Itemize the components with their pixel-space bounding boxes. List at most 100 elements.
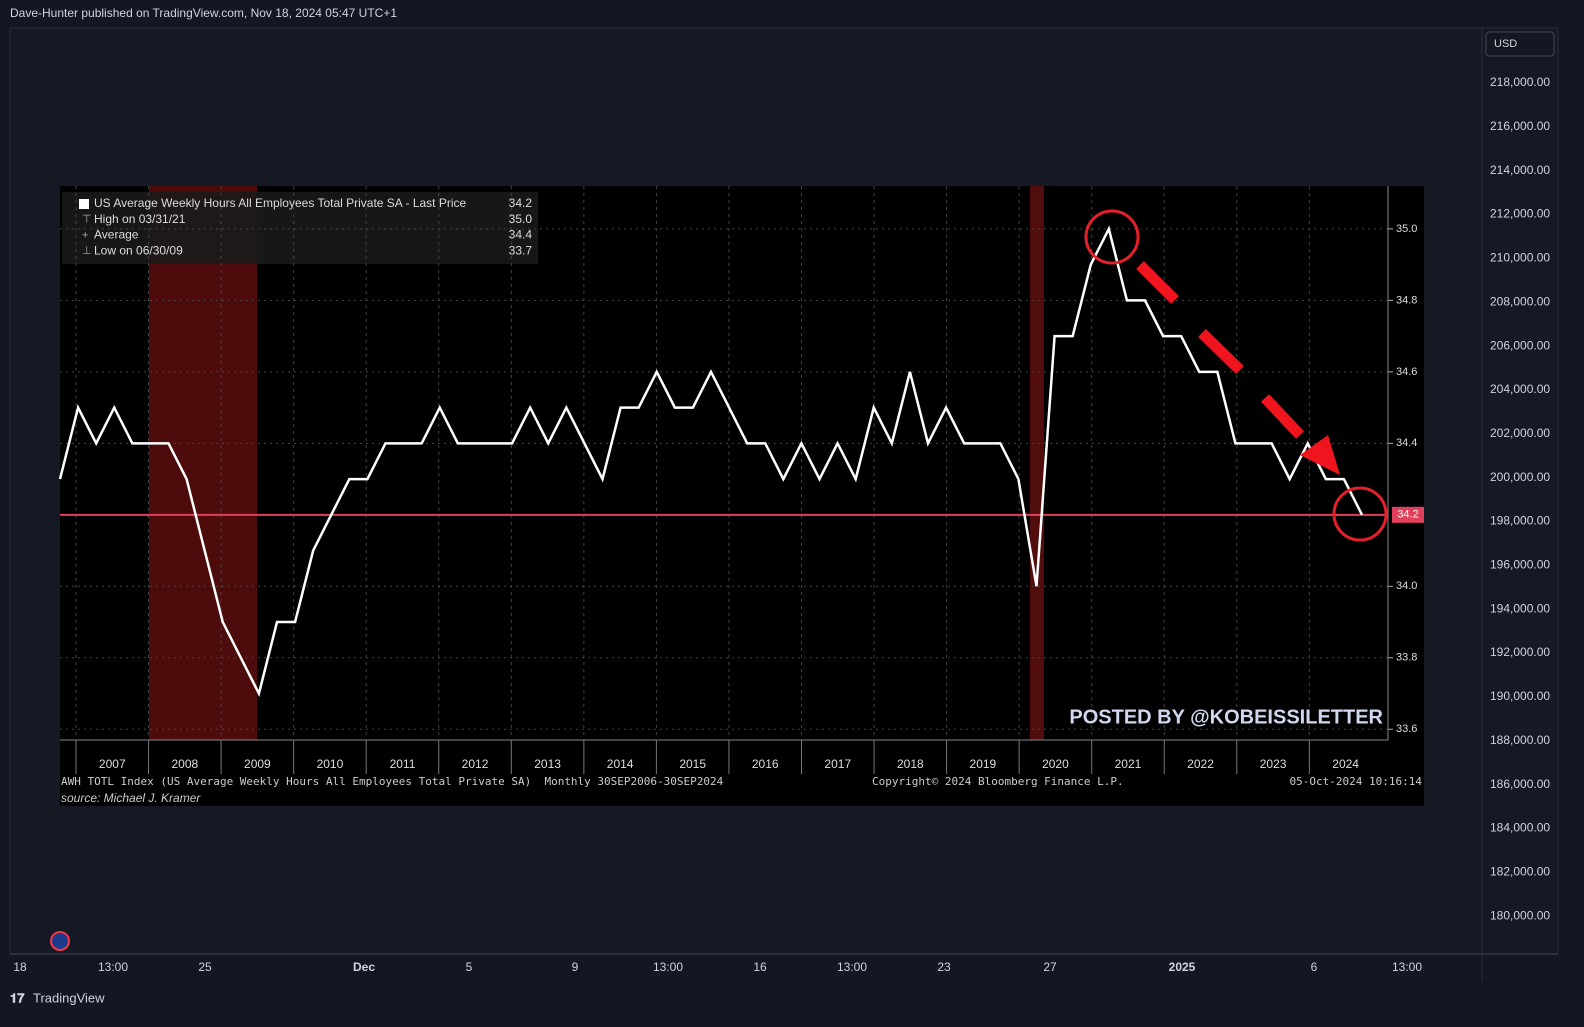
- header-bar: [0, 0, 1584, 28]
- legend-label: US Average Weekly Hours All Employees To…: [94, 196, 466, 210]
- x-tick-label: 2011: [390, 757, 416, 771]
- timestamp: 05-Oct-2024 10:16:14: [1290, 775, 1423, 788]
- time-label: 13:00: [98, 960, 128, 974]
- y-tick-label: 34.6: [1396, 366, 1417, 378]
- price-label: 208,000.00: [1490, 294, 1550, 308]
- price-label: 188,000.00: [1490, 733, 1550, 747]
- time-label: 23: [937, 960, 951, 974]
- price-label: 180,000.00: [1490, 908, 1550, 922]
- legend-label: Average: [94, 228, 139, 242]
- data-line: [58, 225, 1364, 698]
- y-tick-label: 33.8: [1396, 652, 1417, 664]
- legend-icon: ⊥: [82, 245, 92, 257]
- time-label: 18: [13, 960, 27, 974]
- copyright: Copyright© 2024 Bloomberg Finance L.P.: [872, 775, 1124, 788]
- price-label: 204,000.00: [1490, 382, 1550, 396]
- price-label: 218,000.00: [1490, 75, 1550, 89]
- time-label: 9: [572, 960, 579, 974]
- legend-icon: ⊤: [82, 214, 92, 226]
- recession-shade: [149, 186, 257, 740]
- x-tick-label: 2010: [317, 757, 344, 771]
- y-tick-label: 34.8: [1396, 294, 1417, 306]
- price-label: 182,000.00: [1490, 864, 1550, 878]
- x-tick-label: 2007: [99, 757, 126, 771]
- x-tick-label: 2012: [462, 757, 489, 771]
- x-tick-label: 2021: [1115, 757, 1142, 771]
- price-label: 186,000.00: [1490, 777, 1550, 791]
- watermark: POSTED BY @KOBEISSILETTER: [1069, 706, 1383, 728]
- legend-icon: +: [82, 229, 88, 241]
- trend-arrowhead: [1300, 435, 1340, 475]
- time-label: 27: [1043, 960, 1057, 974]
- time-label: 13:00: [1392, 960, 1422, 974]
- legend-box: [62, 192, 538, 264]
- trend-arrow: [1261, 394, 1304, 439]
- legend-label: High on 03/31/21: [94, 212, 186, 226]
- time-label: Dec: [353, 960, 375, 974]
- price-axis: 218,000.00 216,000.00 214,000.00 212,000.00…: [1490, 75, 1550, 922]
- price-label: 194,000.00: [1490, 601, 1550, 615]
- last-price-label: 34.2: [1397, 509, 1418, 521]
- trend-arrow: [1136, 261, 1179, 304]
- time-label: 2025: [1169, 960, 1196, 974]
- time-label: 25: [198, 960, 212, 974]
- header-title: Dave-Hunter published on TradingView.com…: [10, 6, 397, 20]
- legend-value: 34.2: [509, 196, 533, 210]
- embedded-chart: 2007 2008 2009 2010 2011 2012 2013 2014 2015 2016…: [58, 186, 1424, 806]
- highlight-circle: [1084, 209, 1140, 265]
- x-tick-label: 2013: [534, 757, 561, 771]
- legend-value: 33.7: [509, 243, 533, 257]
- footnote: AWH TOTL Index (US Average Weekly Hours …: [61, 775, 724, 788]
- price-label: 192,000.00: [1490, 645, 1550, 659]
- flag-icon[interactable]: [50, 931, 70, 951]
- legend-value: 34.4: [509, 228, 533, 242]
- price-label: 200,000.00: [1490, 470, 1550, 484]
- x-tick-label: 2018: [897, 757, 924, 771]
- x-tick-label: 2016: [752, 757, 779, 771]
- price-label: 196,000.00: [1490, 558, 1550, 572]
- price-label: 184,000.00: [1490, 821, 1550, 835]
- x-tick-label: 2008: [171, 757, 198, 771]
- trend-arrow: [1198, 329, 1244, 374]
- legend-label: Low on 06/30/09: [94, 243, 183, 257]
- legend-value: 35.0: [509, 212, 533, 226]
- price-label: 202,000.00: [1490, 426, 1550, 440]
- embedded-background: [60, 186, 1424, 806]
- price-label: 190,000.00: [1490, 689, 1550, 703]
- source-note: source: Michael J. Kramer: [61, 791, 201, 805]
- x-tick-label: 2024: [1332, 757, 1359, 771]
- y-tick-label: 35.0: [1396, 223, 1417, 235]
- x-tick-label: 2023: [1260, 757, 1287, 771]
- brand-logo: 𝟏𝟕: [10, 990, 25, 1005]
- x-tick-label: 2020: [1042, 757, 1069, 771]
- brand-name: TradingView: [33, 990, 105, 1005]
- x-tick-label: 2019: [970, 757, 997, 771]
- x-tick-label: 2014: [607, 757, 634, 771]
- recession-shade: [1030, 186, 1044, 740]
- time-label: 6: [1311, 960, 1318, 974]
- x-tick-label: 2015: [679, 757, 706, 771]
- currency-button[interactable]: [1485, 31, 1555, 57]
- x-tick-label: 2017: [824, 757, 851, 771]
- y-tick-label: 34.4: [1396, 437, 1417, 449]
- price-label: 212,000.00: [1490, 207, 1550, 221]
- legend-swatch: [79, 199, 89, 209]
- time-label: 16: [753, 960, 767, 974]
- x-tick-label: 2009: [244, 757, 271, 771]
- price-label: 214,000.00: [1490, 163, 1550, 177]
- price-label: 210,000.00: [1490, 251, 1550, 265]
- price-label: 198,000.00: [1490, 514, 1550, 528]
- y-tick-label: 33.6: [1396, 723, 1417, 735]
- time-label: 5: [466, 960, 473, 974]
- currency-label[interactable]: USD: [1494, 38, 1517, 50]
- x-tick-label: 2022: [1187, 757, 1214, 771]
- y-tick-label: 34.0: [1396, 580, 1417, 592]
- time-axis: 18 13:00 25 Dec 5 9 13:00 16 13:00 23 27 2025 6 13:00: [13, 960, 1422, 974]
- price-label: 216,000.00: [1490, 119, 1550, 133]
- price-label: 206,000.00: [1490, 338, 1550, 352]
- time-label: 13:00: [837, 960, 867, 974]
- highlight-circle: [1332, 486, 1388, 542]
- last-price-tag: [1392, 506, 1424, 523]
